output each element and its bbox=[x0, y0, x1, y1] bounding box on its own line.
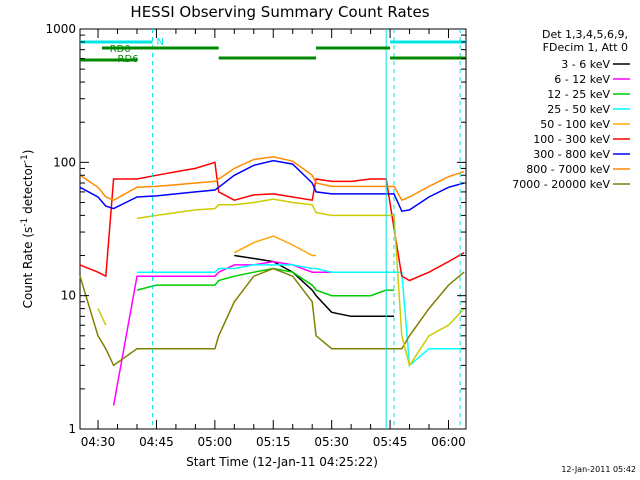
y-axis-label-mid: detector bbox=[21, 163, 35, 218]
y-axis-label-sup2: -1 bbox=[20, 154, 30, 163]
x-tick-label: 05:45 bbox=[373, 435, 408, 449]
series-50-100-kev-line bbox=[233, 235, 317, 257]
footer-timestamp: 12-Jan-2011 05:42 bbox=[561, 465, 636, 474]
series-unlabeled-9-line-2 bbox=[136, 198, 465, 368]
annotation-n: N bbox=[156, 37, 163, 48]
legend-label: 50 - 100 keV bbox=[540, 118, 610, 131]
series-800-7000-kev-line bbox=[79, 156, 465, 202]
x-tick-label: 04:30 bbox=[81, 435, 116, 449]
legend-label: 3 - 6 keV bbox=[561, 58, 610, 71]
series-7000-20000-kev-line bbox=[79, 267, 465, 367]
y-tick-label: 10 bbox=[61, 289, 76, 303]
series-100-300-kev-line bbox=[79, 161, 465, 282]
y-axis-label-main: Count Rate (s bbox=[21, 227, 35, 309]
legend-label: 100 - 300 keV bbox=[533, 133, 610, 146]
legend: Det 1,3,4,5,6,9,FDecim 1, Att 0 3 - 6 keV… bbox=[512, 28, 630, 191]
chart-title: HESSI Observing Summary Count Rates bbox=[130, 3, 429, 21]
y-tick-label: 1 bbox=[68, 422, 76, 436]
x-tick-label: 05:00 bbox=[198, 435, 233, 449]
legend-label: 25 - 50 keV bbox=[547, 103, 610, 116]
y-axis-label: Count Rate (s-1 detector-1) bbox=[20, 150, 35, 309]
y-axis: 1 10 100 1000 bbox=[45, 22, 466, 436]
legend-label: 300 - 800 keV bbox=[533, 148, 610, 161]
legend-label: 800 - 7000 keV bbox=[526, 163, 610, 176]
series-group bbox=[79, 156, 465, 406]
annotation-rd0: RD0 bbox=[110, 44, 131, 55]
x-axis: 04:30 04:45 05:00 05:15 05:30 05:45 06:00 bbox=[81, 29, 466, 449]
x-tick-label: 05:15 bbox=[256, 435, 291, 449]
x-tick-label: 04:45 bbox=[139, 435, 174, 449]
series-unlabeled-9-line-1 bbox=[97, 308, 107, 326]
y-axis-label-end: ) bbox=[21, 150, 35, 155]
legend-label: 7000 - 20000 keV bbox=[512, 178, 610, 191]
x-axis-label: Start Time (12-Jan-11 04:25:22) bbox=[186, 455, 378, 469]
annotation-rd6: RD6 bbox=[118, 54, 139, 65]
series-300-800-kev-line bbox=[79, 159, 465, 213]
legend-label: 6 - 12 keV bbox=[554, 73, 610, 86]
y-tick-label: 100 bbox=[53, 155, 76, 169]
y-axis-label-sup1: -1 bbox=[20, 218, 30, 227]
legend-header-line-1: Det 1,3,4,5,6,9, bbox=[542, 28, 628, 41]
x-tick-label: 06:00 bbox=[431, 435, 466, 449]
legend-label: 12 - 25 keV bbox=[547, 88, 610, 101]
series-3-6-kev-line bbox=[234, 254, 394, 318]
series-25-50-kev-line bbox=[137, 264, 465, 367]
x-tick-label: 05:30 bbox=[314, 435, 349, 449]
y-tick-label: 1000 bbox=[45, 22, 76, 36]
legend-header-line-2: FDecim 1, Att 0 bbox=[543, 41, 628, 54]
